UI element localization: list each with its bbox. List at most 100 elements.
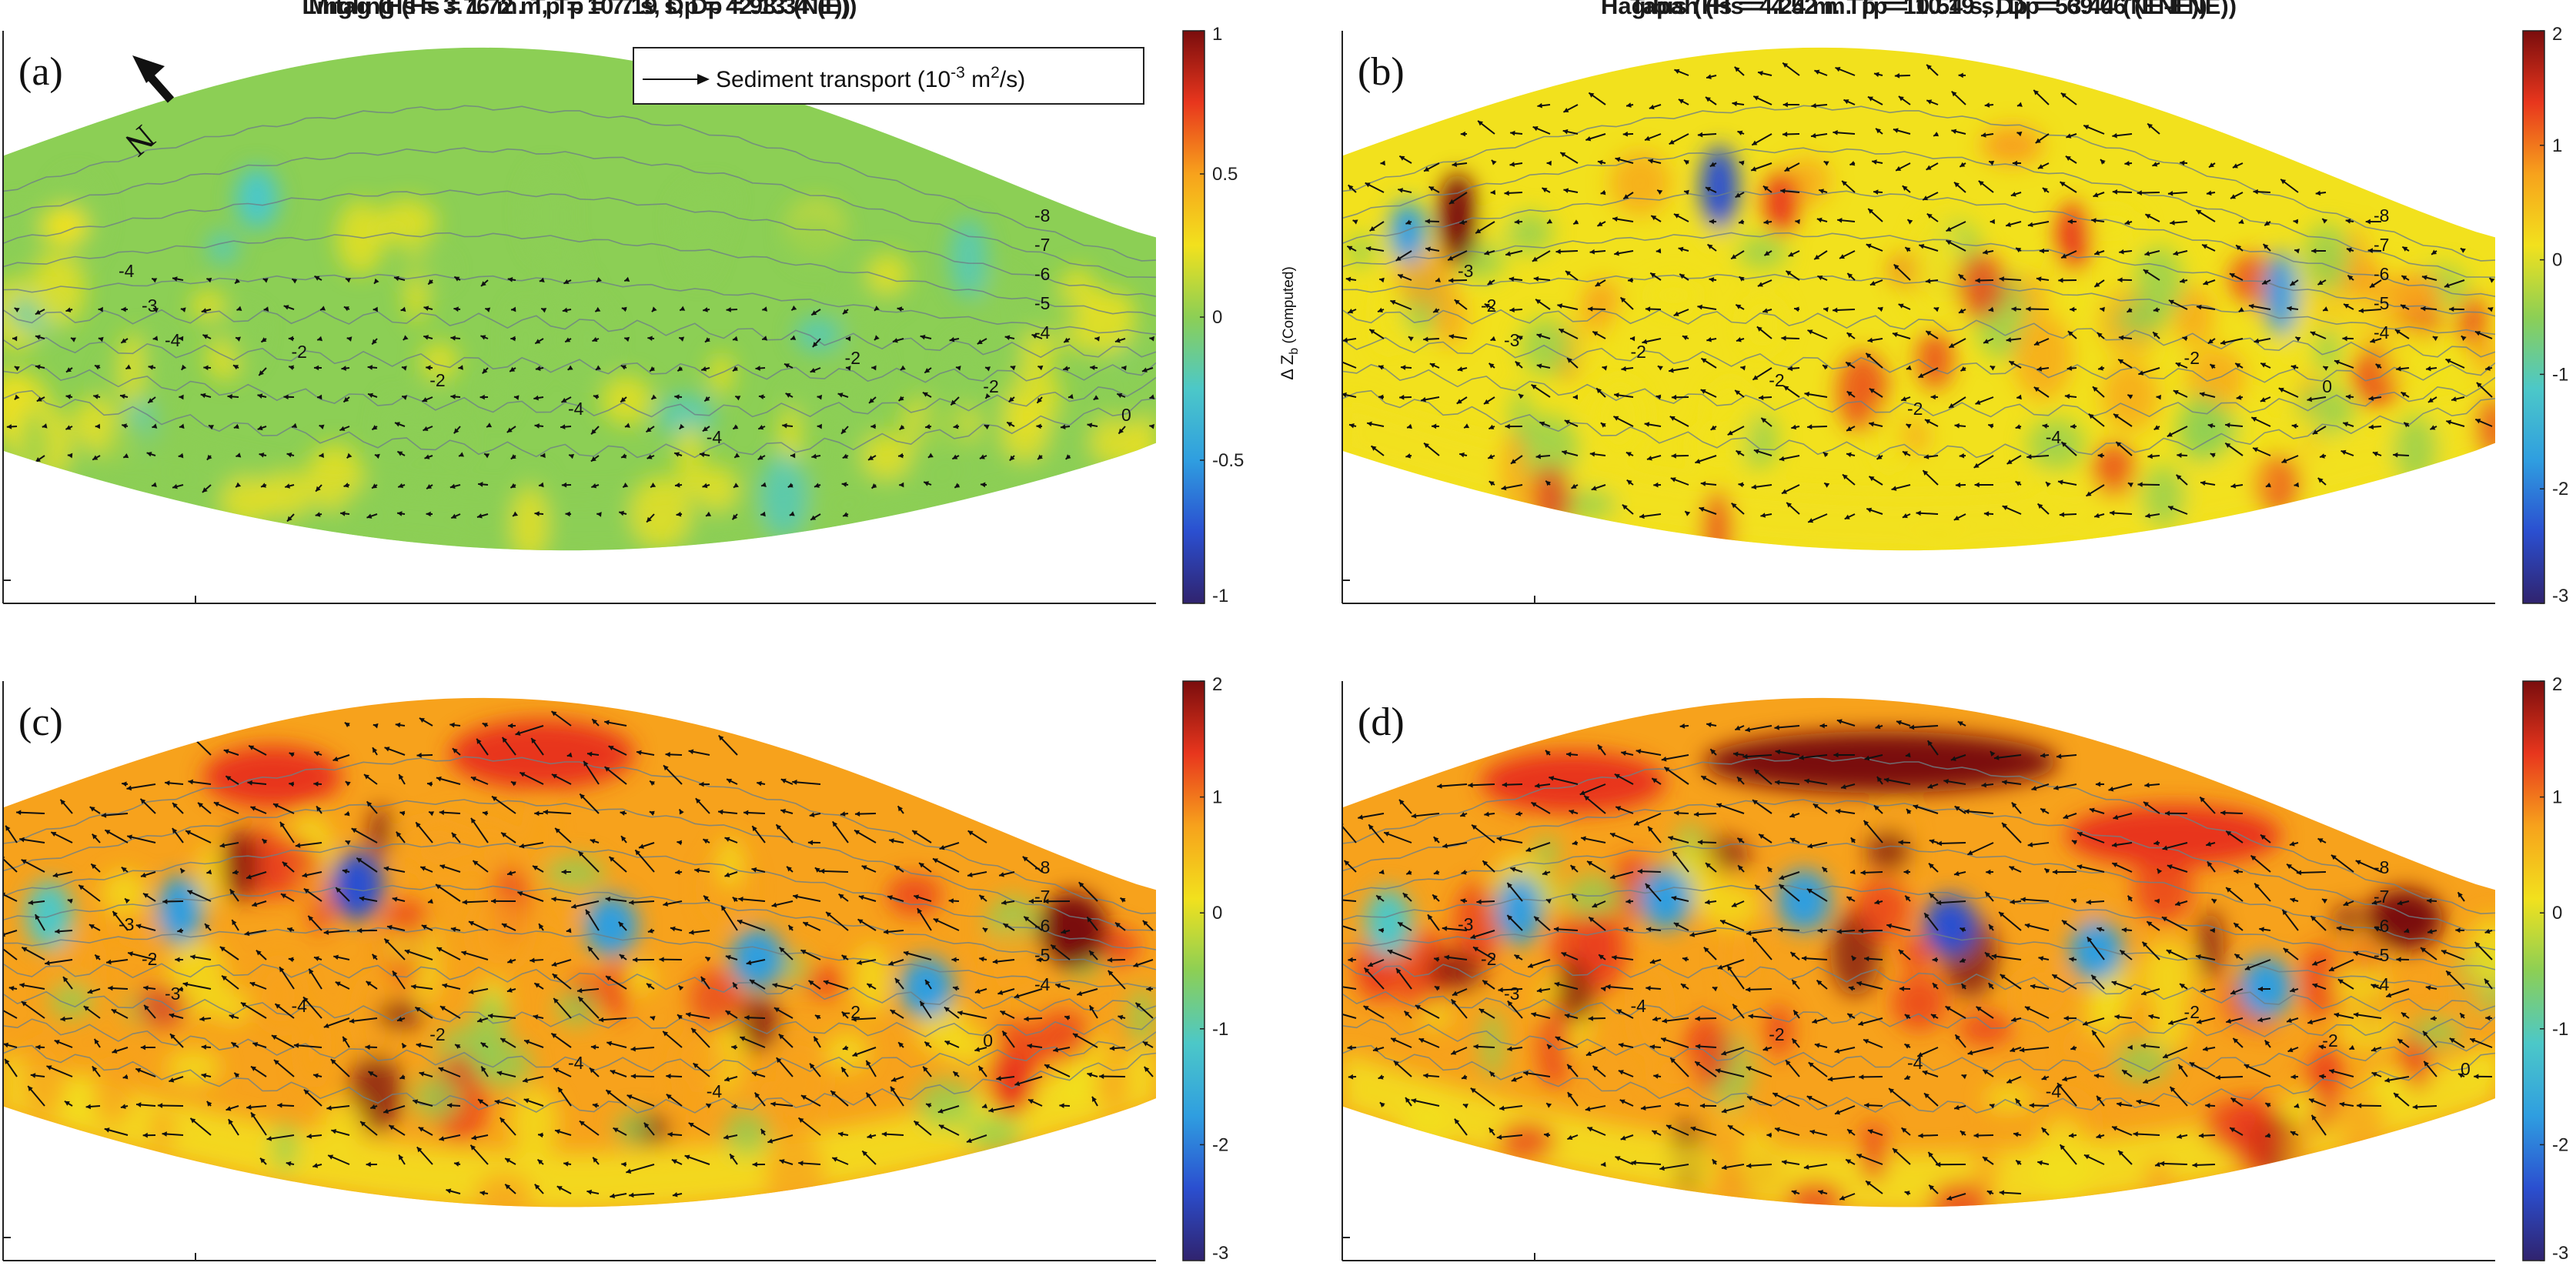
vector-arrowhead — [319, 424, 325, 429]
vector-arrowhead — [1118, 1014, 1124, 1020]
vector-arrowhead — [1031, 333, 1037, 339]
heatmap-cell — [91, 1061, 133, 1127]
vector-arrowhead — [1874, 899, 1880, 905]
vector-arrowhead — [2035, 138, 2041, 143]
vector-arrowhead — [1746, 1163, 1752, 1169]
vector-arrowhead — [2002, 505, 2008, 510]
vector-arrowhead — [608, 746, 614, 751]
vector-arrowhead — [700, 976, 707, 982]
vector-arrowhead — [1515, 361, 1521, 367]
contour-line — [3, 884, 1156, 970]
vector-arrowhead — [2211, 899, 2217, 904]
heatmap-cell — [788, 383, 847, 417]
vector-arrow — [470, 817, 489, 843]
vector-arrow — [1998, 911, 2022, 931]
vector-arrowhead — [2112, 189, 2118, 195]
vector-arrowhead — [2312, 429, 2318, 435]
vector-arrowhead — [65, 367, 72, 372]
vector-arrowhead — [629, 1192, 634, 1198]
vector-arrowhead — [2446, 419, 2452, 426]
vector-arrowhead — [2401, 392, 2407, 397]
vector-arrowhead — [2142, 941, 2148, 947]
vector-arrowhead — [883, 929, 889, 935]
heatmap-feature — [42, 206, 88, 246]
vector-arrowhead — [2070, 306, 2075, 312]
vector-arrowhead — [1922, 1070, 1928, 1076]
heatmap-cell — [1631, 968, 1669, 1057]
contour-line — [3, 1044, 1156, 1114]
vector-arrowhead — [1142, 920, 1148, 926]
vector-arrowhead — [583, 760, 589, 767]
vector-arrowhead — [1077, 990, 1083, 997]
vector-arrowhead — [689, 930, 694, 935]
vector-arrowhead — [757, 780, 762, 787]
colorbar-tick-label: 0 — [1212, 307, 1222, 328]
vector-arrowhead — [316, 806, 322, 812]
colorbar-tick-label: 2 — [1212, 674, 1222, 695]
vector-arrowhead — [874, 306, 880, 311]
vector-arrowhead — [534, 983, 540, 988]
vector-arrowhead — [2071, 898, 2077, 904]
vector-arrowhead — [1405, 453, 1412, 459]
vector-arrowhead — [743, 810, 749, 816]
vector-arrowhead — [282, 861, 288, 867]
heatmap-cell — [689, 968, 742, 1030]
vector-arrowhead — [1589, 249, 1595, 255]
vector-arrowhead — [1457, 366, 1463, 372]
vector-arrowhead — [121, 338, 127, 343]
vector-arrowhead — [1649, 959, 1656, 964]
heatmap-cell — [2457, 294, 2487, 347]
vector-arrowhead — [586, 909, 591, 915]
vector-arrowhead — [1589, 917, 1595, 923]
vector-arrowhead — [1146, 986, 1151, 992]
vector-arrowhead — [569, 453, 575, 459]
vector-arrowhead — [1644, 422, 1650, 427]
vector-field — [3, 710, 1154, 1199]
vector-arrowhead — [2355, 860, 2361, 865]
vector-arrowhead — [1669, 367, 1674, 373]
vector-arrowhead — [2238, 307, 2244, 312]
heatmap-cell — [2260, 416, 2294, 456]
vector-arrowhead — [1460, 898, 1466, 904]
contour-label: -4 — [568, 1053, 584, 1073]
vector-arrowhead — [283, 394, 289, 400]
heatmap-cell — [256, 960, 302, 1031]
vector-arrow — [491, 795, 516, 814]
vector-arrowhead — [506, 987, 513, 993]
vector-arrowhead — [565, 337, 571, 342]
vector-arrowhead — [803, 922, 809, 927]
vector-arrowhead — [2232, 163, 2238, 169]
heatmap-cell — [677, 421, 702, 495]
vector-arrow — [435, 884, 461, 902]
vector-arrowhead — [1735, 390, 1741, 396]
vector-arrowhead — [1424, 443, 1429, 449]
vector-arrowhead — [2040, 808, 2046, 813]
vector-arrowhead — [2401, 1012, 2407, 1017]
vector-arrowhead — [343, 306, 349, 312]
vector-arrowhead — [992, 959, 998, 964]
vector-arrowhead — [789, 511, 795, 516]
vector-arrowhead — [2294, 249, 2300, 254]
vector-arrowhead — [1554, 981, 1560, 987]
vector-arrowhead — [1930, 394, 1936, 400]
vector-arrowhead — [1653, 1074, 1659, 1079]
vector-arrowhead — [287, 927, 293, 933]
vector-arrowhead — [624, 276, 630, 282]
vector-arrowhead — [1570, 865, 1576, 870]
vector-arrowhead — [14, 308, 20, 313]
vector-arrowhead — [1705, 899, 1710, 905]
vector-arrowhead — [2097, 332, 2103, 338]
colorbar-tick-label: -1 — [1212, 586, 1228, 606]
vector-arrowhead — [1488, 362, 1495, 369]
vector-arrowhead — [1391, 1037, 1397, 1043]
vector-arrowhead — [1535, 783, 1540, 789]
vector-arrowhead — [152, 482, 157, 487]
vector-arrowhead — [1365, 182, 1371, 188]
vector-arrowhead — [2072, 840, 2078, 845]
vector-arrowhead — [630, 1074, 636, 1079]
vector-arrowhead — [1869, 280, 1876, 286]
vector-arrowhead — [289, 365, 294, 371]
heatmap-field — [3, 47, 1156, 551]
vector-arrowhead — [1818, 1190, 1824, 1195]
vector-arrowhead — [179, 394, 184, 400]
